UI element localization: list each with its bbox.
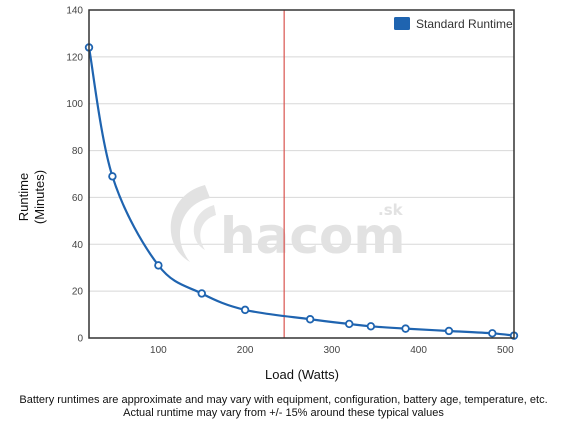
y-tick-label: 100 (66, 99, 83, 110)
footnote: Battery runtimes are approximate and may… (0, 394, 567, 420)
y-axis-title-line-2: (Minutes) (32, 170, 47, 224)
watermark-brand: hacom (220, 207, 405, 265)
data-point[interactable] (345, 319, 354, 329)
y-tick-label: 20 (72, 287, 84, 298)
y-axis-ticks: 0 20 40 60 80 100 120 140 (66, 6, 83, 345)
footnote-line-1: Battery runtimes are approximate and may… (19, 394, 548, 406)
data-point[interactable] (240, 305, 250, 315)
x-axis-ticks: 100 200 300 400 500 (150, 345, 514, 356)
y-axis-title: Runtime (Minutes) (16, 170, 47, 224)
x-tick-label: 200 (237, 345, 254, 356)
data-point[interactable] (108, 172, 117, 181)
y-tick-label: 80 (72, 146, 84, 157)
data-point[interactable] (154, 261, 163, 270)
hacom-watermark: hacom .sk (170, 185, 405, 265)
y-tick-label: 0 (77, 334, 83, 345)
watermark-suffix: .sk (378, 201, 404, 219)
y-tick-label: 60 (72, 193, 84, 204)
x-tick-label: 300 (324, 345, 341, 356)
series-line (87, 47, 515, 337)
y-tick-label: 120 (66, 52, 83, 63)
watermark-swirl-icon (170, 185, 210, 262)
legend-label: Standard Runtime (416, 17, 513, 31)
footnote-line-2: Actual runtime may vary from +/- 15% aro… (123, 407, 444, 419)
watermark-swirl-icon-2 (193, 205, 216, 250)
legend[interactable]: Standard Runtime (394, 17, 513, 31)
series-standard-runtime (84, 43, 519, 340)
data-point[interactable] (305, 315, 315, 324)
plot-frame (88, 9, 515, 339)
x-tick-label: 500 (497, 345, 514, 356)
x-tick-label: 400 (410, 345, 427, 356)
data-point[interactable] (197, 289, 206, 298)
y-axis-title-line-1: Runtime (16, 173, 31, 221)
data-point[interactable] (488, 329, 497, 338)
y-tick-label: 140 (66, 6, 83, 17)
x-tick-label: 100 (150, 345, 167, 356)
data-point[interactable] (366, 322, 376, 331)
grid-lines (89, 56, 514, 292)
y-tick-label: 40 (72, 240, 84, 251)
x-axis-title: Load (Watts) (265, 367, 339, 382)
data-point[interactable] (401, 324, 410, 333)
legend-swatch (394, 17, 410, 30)
data-point[interactable] (444, 326, 454, 336)
